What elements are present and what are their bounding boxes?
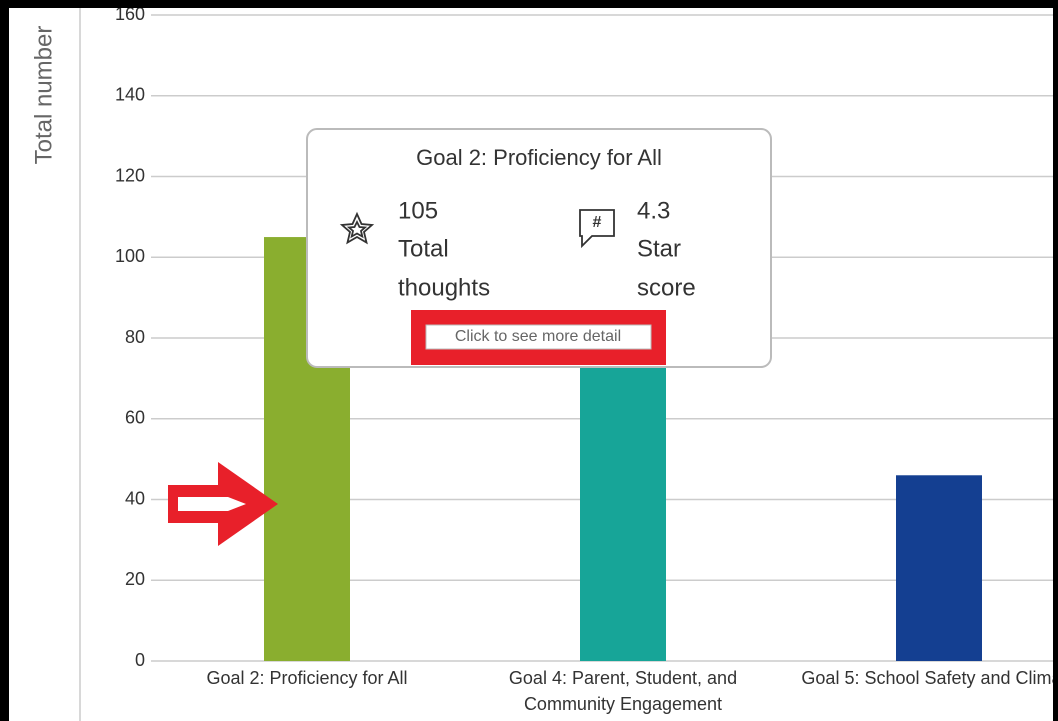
bar[interactable]	[580, 317, 666, 661]
y-tick-label: 100	[115, 246, 145, 266]
y-tick-label: 0	[135, 650, 145, 670]
hash-icon: #	[593, 214, 602, 231]
y-tick-label: 60	[125, 408, 145, 428]
stat-value: 4.3	[637, 197, 670, 224]
x-tick-label: Goal 2: Proficiency for All	[206, 668, 408, 688]
tooltip-box	[306, 128, 772, 368]
x-tick-label-box: Goal 4: Parent, Student, and Community E…	[508, 668, 738, 714]
stat-label: thoughts	[398, 274, 490, 301]
frame-right	[1053, 0, 1058, 721]
y-tick-label: 140	[115, 85, 145, 105]
x-tick-label: Goal 4: Parent, Student, and Community E…	[508, 668, 738, 714]
x-tick-label: Goal 5: School Safety and Climate	[801, 668, 1058, 688]
arrow-inner	[178, 497, 246, 511]
y-axis-label: Total number	[30, 26, 57, 165]
x-tick-label-box: Goal 2: Proficiency for All	[206, 668, 408, 688]
comment-icon	[579, 209, 615, 249]
y-tick-label: 120	[115, 165, 145, 185]
tooltip-title: Goal 2: Proficiency for All	[416, 145, 662, 170]
link-box[interactable]	[425, 324, 652, 350]
stat-label: Star	[637, 235, 681, 262]
stat-label: Total	[398, 235, 449, 262]
y-tick-label: 40	[125, 488, 145, 508]
tooltip[interactable]: Goal 2: Proficiency for All # Click to s…	[306, 128, 772, 368]
star-icon	[339, 211, 375, 245]
frame-top	[0, 0, 1058, 8]
bar[interactable]	[896, 475, 982, 661]
y-tick-label: 160	[115, 4, 145, 24]
x-tick-label-box: Goal 5: School Safety and Climate	[801, 668, 1058, 688]
y-tick-label: 20	[125, 569, 145, 589]
detail-link[interactable]: Click to see more detail	[455, 328, 621, 345]
stat-label: score	[637, 274, 696, 301]
stat-value: 105	[398, 197, 438, 224]
frame-left	[0, 0, 9, 721]
y-tick-label: 80	[125, 327, 145, 347]
